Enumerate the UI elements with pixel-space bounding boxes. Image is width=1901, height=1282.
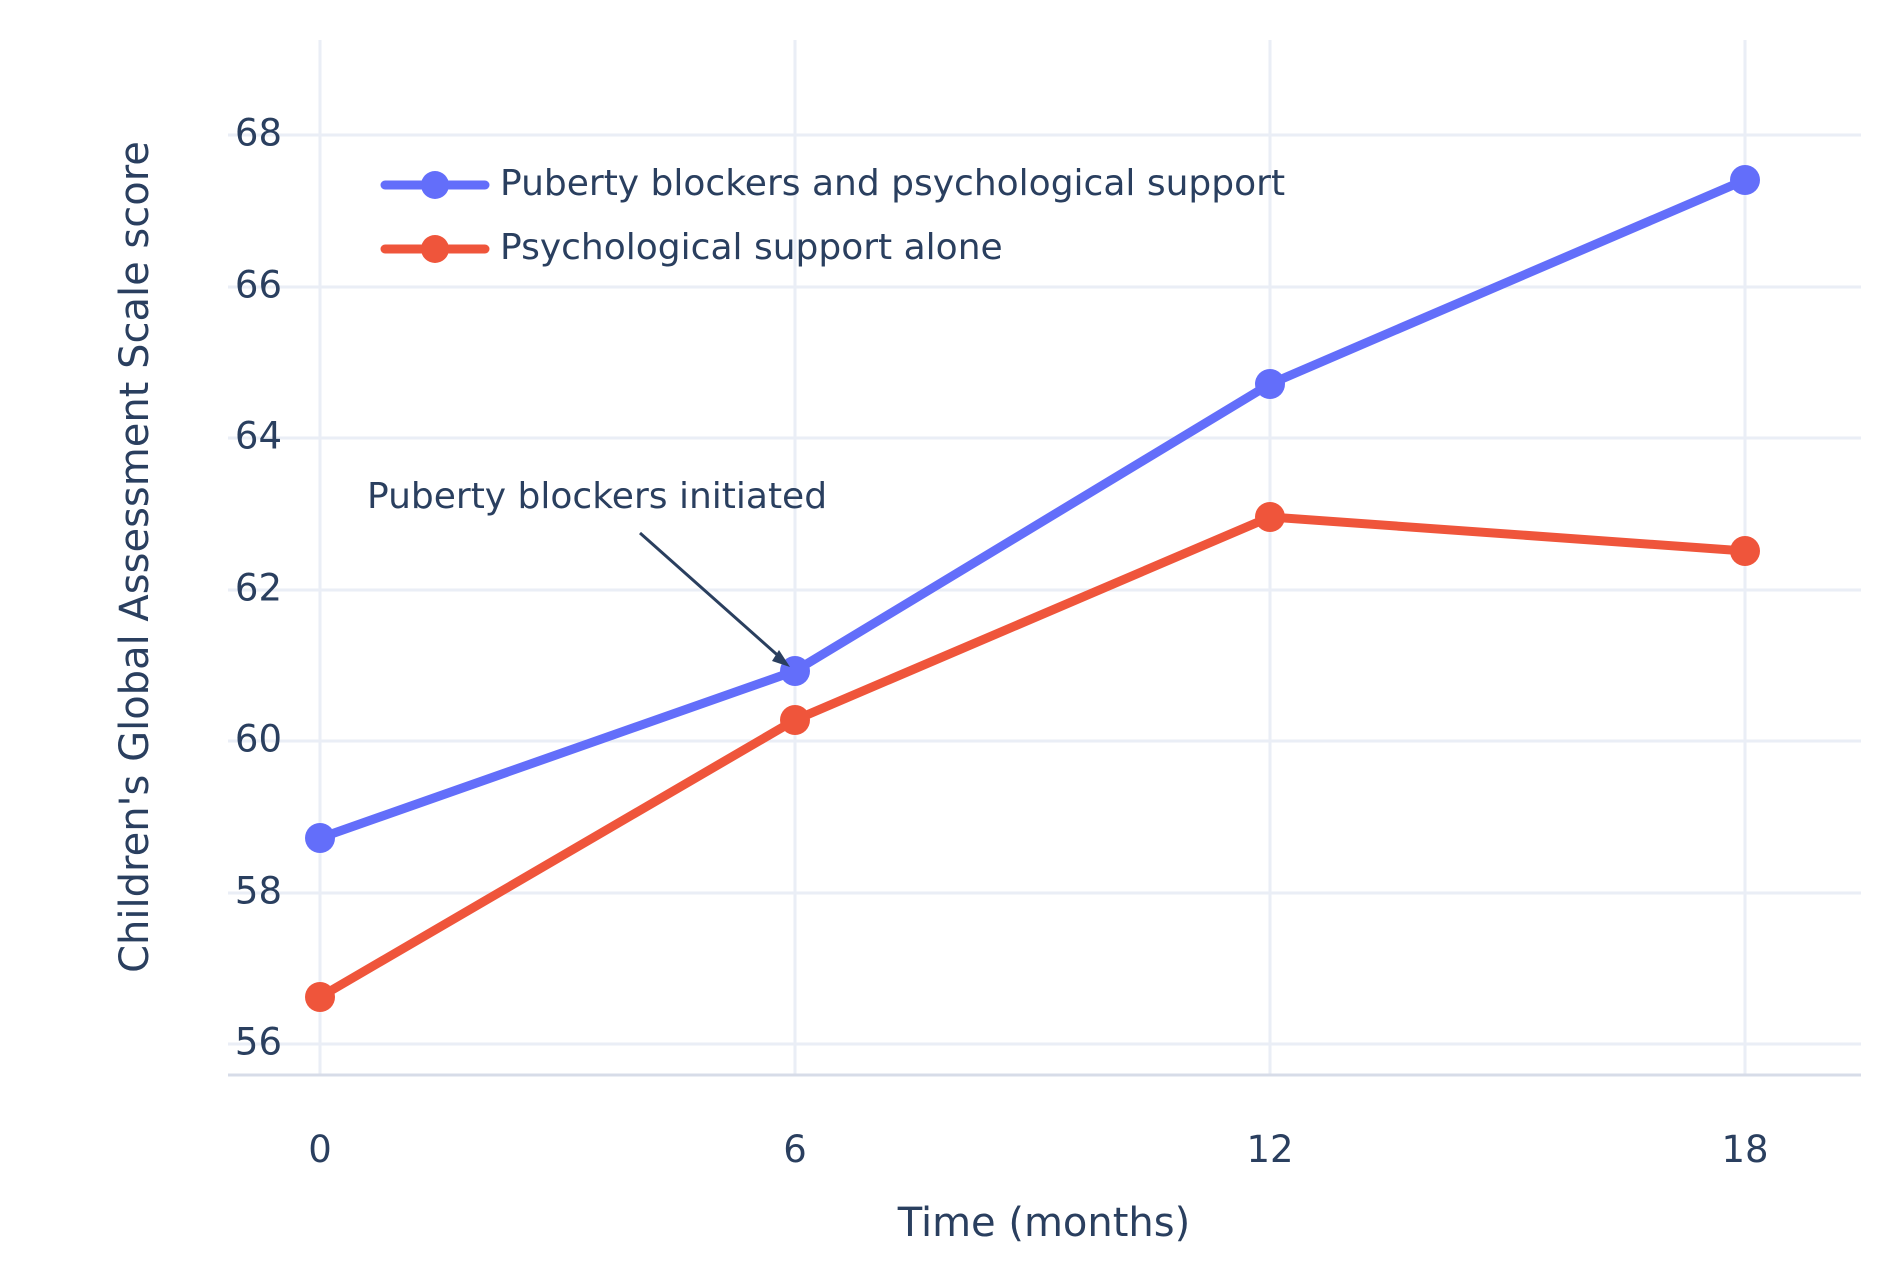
series-line-blue	[315, 175, 1750, 843]
legend-swatch-marker-red	[421, 235, 449, 263]
data-point	[305, 823, 335, 853]
x-tick-labels: 0 6 12 18	[308, 1128, 1768, 1171]
data-point	[1255, 369, 1285, 399]
x-tick-label: 18	[1721, 1128, 1768, 1171]
y-tick-labels: 56 58 60 62 64 66 68	[235, 112, 282, 1064]
legend-label-blue: Puberty blockers and psychological suppo…	[500, 163, 1285, 204]
series-line-red	[315, 512, 1750, 1002]
y-tick-label: 68	[235, 112, 282, 155]
x-tick-label: 6	[783, 1128, 807, 1171]
legend-item-red[interactable]: Psychological support alone	[380, 227, 1003, 268]
x-tick-label: 12	[1246, 1128, 1293, 1171]
legend-item-blue[interactable]: Puberty blockers and psychological suppo…	[380, 163, 1285, 204]
x-axis-title: Time (months)	[897, 1200, 1190, 1246]
y-tick-label: 62	[235, 567, 282, 610]
legend-swatch-marker-blue	[421, 171, 449, 199]
annotation-arrow	[639, 531, 784, 662]
y-tick-label: 64	[235, 415, 282, 458]
data-point	[1255, 502, 1285, 532]
x-tick-label: 0	[308, 1128, 332, 1171]
data-point	[305, 982, 335, 1012]
y-tick-label: 56	[235, 1021, 282, 1064]
data-point	[1730, 536, 1760, 566]
data-point	[1730, 165, 1760, 195]
legend-label-red: Psychological support alone	[500, 227, 1003, 268]
y-tick-label: 60	[235, 718, 282, 761]
y-tick-label: 66	[235, 264, 282, 307]
annotation-text: Puberty blockers initiated	[367, 476, 827, 517]
annotation-arrowhead	[772, 650, 790, 667]
y-axis-title: Children's Global Assessment Scale score	[112, 141, 158, 973]
data-point	[780, 705, 810, 735]
series-psychological-support-alone	[305, 502, 1760, 1012]
chart-legend: Puberty blockers and psychological suppo…	[380, 163, 1285, 268]
y-tick-label: 58	[235, 870, 282, 913]
